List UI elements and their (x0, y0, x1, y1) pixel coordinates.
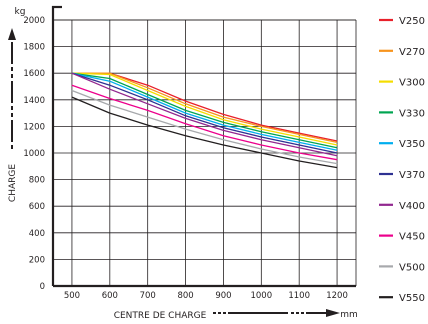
series-line-v500 (71, 89, 338, 165)
x-tick-label: 1100 (288, 291, 310, 301)
y-tick-label: 2000 (23, 16, 45, 26)
y-tick-label: 1800 (23, 43, 45, 53)
series-line-v250 (71, 72, 338, 142)
legend-label-v400: V400 (399, 201, 425, 212)
series-line-v330 (71, 72, 338, 149)
axes (8, 5, 356, 317)
legend-label-v330: V330 (399, 108, 425, 119)
tick-labels: 0 200 400 600 800 1000 1200 1400 1600 1800 2000 500… (23, 16, 348, 301)
x-axis-label: CENTRE DE CHARGE (114, 311, 207, 321)
y-tick-label: 800 (29, 176, 45, 186)
y-tick-label: 1600 (23, 69, 45, 79)
x-axis-arrow-head (326, 309, 340, 317)
y-tick-label: 1400 (23, 96, 45, 106)
legend-label-v370: V370 (399, 170, 425, 181)
x-tick-label: 600 (102, 291, 118, 301)
legend-label-v270: V270 (399, 47, 425, 58)
y-tick-label: 600 (29, 202, 45, 212)
y-tick-label: 400 (29, 229, 45, 239)
legend-label-v350: V350 (399, 139, 425, 150)
x-tick-label: 500 (64, 291, 80, 301)
y-axis-label: CHARGE (8, 164, 18, 202)
x-tick-label: 1200 (326, 291, 348, 301)
x-axis-unit: mm (340, 310, 358, 320)
x-tick-label: 700 (140, 291, 156, 301)
legend: V250 V270 V300 V330 V350 V370 V400 V450 V500 V550 (379, 16, 425, 304)
y-axis-unit: kg (15, 7, 26, 17)
y-tick-label: 0 (40, 282, 45, 292)
series-line-v370 (71, 72, 338, 154)
x-tick-label: 900 (215, 291, 231, 301)
x-tick-label: 800 (177, 291, 193, 301)
series-line-v400 (71, 72, 338, 157)
y-axis-arrow-head (8, 28, 16, 40)
legend-label-v550: V550 (399, 293, 425, 304)
series-line-v550 (71, 96, 338, 169)
legend-label-v500: V500 (399, 262, 425, 273)
y-tick-label: 1000 (23, 149, 45, 159)
series-line-v450 (71, 84, 338, 161)
y-tick-label: 1200 (23, 122, 45, 132)
series-line-v350 (71, 72, 338, 151)
series-line-v300 (71, 72, 338, 146)
series-lines (71, 72, 338, 169)
series-line-v270 (71, 72, 338, 144)
x-tick-label: 1000 (250, 291, 272, 301)
grid (53, 19, 357, 286)
y-tick-label: 200 (29, 255, 45, 265)
legend-label-v300: V300 (399, 78, 425, 89)
legend-label-v250: V250 (399, 16, 425, 27)
legend-label-v450: V450 (399, 232, 425, 243)
